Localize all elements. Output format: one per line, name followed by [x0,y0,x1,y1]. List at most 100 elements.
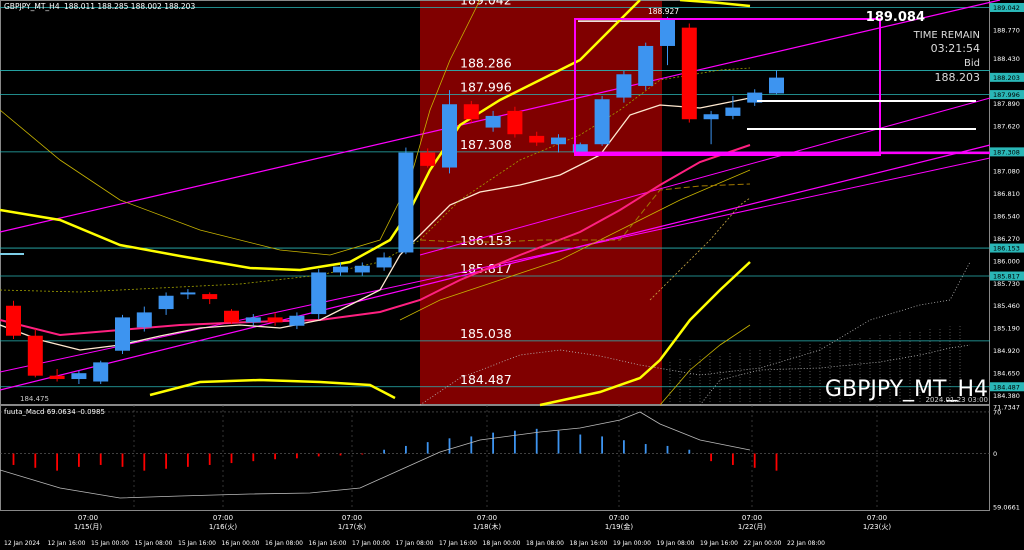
level-label: 188.286 [460,55,512,70]
price-tick: 188.203 [993,74,1020,82]
candle-bull [725,107,741,116]
candle-bull [354,265,370,273]
symbol-watermark: GBPJPY_MT_H4 [825,377,988,402]
bollinger-thin-lower [659,324,751,406]
candle-bull [93,362,109,382]
time-label: 18 Jan 00:00 [483,540,521,547]
candle-bull [660,19,675,46]
envelope-mid [419,183,751,243]
level-label: 184.487 [460,372,512,387]
price-tick: 186.540 [993,212,1020,220]
day-time-label: 07:00 [213,514,233,522]
candle-bull [136,312,152,328]
time-axis: 12 Jan 2024 12 Jan 16:00 15 Jan 00:00 15 Ja… [4,514,891,547]
day-time-label: 07:00 [342,514,362,522]
overlays [0,18,990,255]
bollinger-lower-left [149,378,396,400]
candles [6,16,784,385]
price-tick: 185.817 [993,273,1020,281]
ma-white [0,97,751,351]
candle-bull [594,99,610,145]
candle-bull [158,295,174,310]
price-tag [990,72,1024,82]
price-tick: 187.890 [993,100,1020,108]
macd-histogram [0,411,990,499]
price-tick: 187.308 [993,148,1020,156]
level-label: 188.927 [648,7,679,16]
candle-bear [49,375,65,380]
candle-bull [638,45,654,86]
price-tag [990,90,1024,100]
candle-bull [769,77,784,94]
session-highlight-band [420,0,662,405]
time-label: 18 Jan 08:00 [526,540,564,547]
price-tick: 185.730 [993,280,1020,288]
price-axis: 189.042 188.770 188.430 188.203 187.996187.8… [990,2,1024,512]
candle-bull [115,317,130,351]
time-label: 16 Jan 00:00 [222,540,260,547]
candle-bear [420,152,436,166]
time-label: 22 Jan 00:00 [744,540,782,547]
candle-bear [267,317,283,323]
price-tick: 186.270 [993,235,1020,243]
level-label: 186.153 [460,233,512,248]
price-tick: 188.430 [993,55,1020,63]
day-date-label: 1/15(月) [74,523,102,531]
day-time-label: 07:00 [867,514,887,522]
price-tick: 186.000 [993,257,1020,265]
time-label: 19 Jan 16:00 [700,540,738,547]
price-tag [990,271,1024,281]
candle-bull [333,266,348,273]
day-time-label: 07:00 [78,514,98,522]
macd-tick: 59.0661 [993,504,1020,512]
price-tick: 184.920 [993,347,1020,355]
candle-bull [747,92,763,103]
price-tick: 185.190 [993,325,1020,333]
level-label: 187.996 [460,80,512,95]
trend-line-lower [0,144,991,391]
time-remain-label: TIME REMAIN [913,30,980,41]
price-tick: 184.487 [993,383,1020,391]
candle-bull [442,104,457,168]
price-tick: 187.996 [993,91,1020,99]
candle-bear [463,104,479,120]
time-label: 16 Jan 08:00 [265,540,303,547]
time-label: 12 Jan 16:00 [48,540,86,547]
macd-tick: 70 [993,408,1001,416]
day-date-label: 1/17(水) [338,522,366,531]
candle-bull [245,317,261,323]
candle-bull [572,144,588,153]
candle-bull [551,137,566,145]
level-label: 189.042 [460,0,512,7]
bollinger-thin-mid [399,169,751,321]
cloud-upper [419,261,971,406]
chart-title: GBPJPY_MT_H4 [4,2,60,11]
price-tag [990,147,1024,157]
macd-panel-frame [0,405,990,511]
envelope-upper [0,67,751,293]
time-label: 15 Jan 08:00 [135,540,173,547]
candle-bear [507,110,523,135]
bid-label: Bid [964,58,980,69]
bid-value: 188.203 [935,71,981,84]
price-tick: 186.810 [993,190,1020,198]
high-price-label: 189.084 [866,10,925,25]
macd-tick: 0 [993,450,997,458]
candle-bear [681,27,697,120]
price-tick: 186.153 [993,245,1020,253]
corner-price-label: 184.475 [20,395,49,403]
price-tick: 188.770 [993,27,1020,35]
price-tag [990,243,1024,253]
day-time-label: 07:00 [609,514,629,522]
candle-bear [224,310,239,323]
bollinger-lower-right [539,261,751,407]
macd-signal [0,411,751,499]
candle-bear [202,294,218,300]
macd-label: fuuta_Macd 69.0634 -0.0985 [4,408,105,416]
ma-pink [0,144,751,337]
time-label: 19 Jan 00:00 [613,540,651,547]
time-label: 12 Jan 2024 [4,540,40,547]
price-tick: 185.460 [993,302,1020,310]
candle-bull [71,373,87,380]
